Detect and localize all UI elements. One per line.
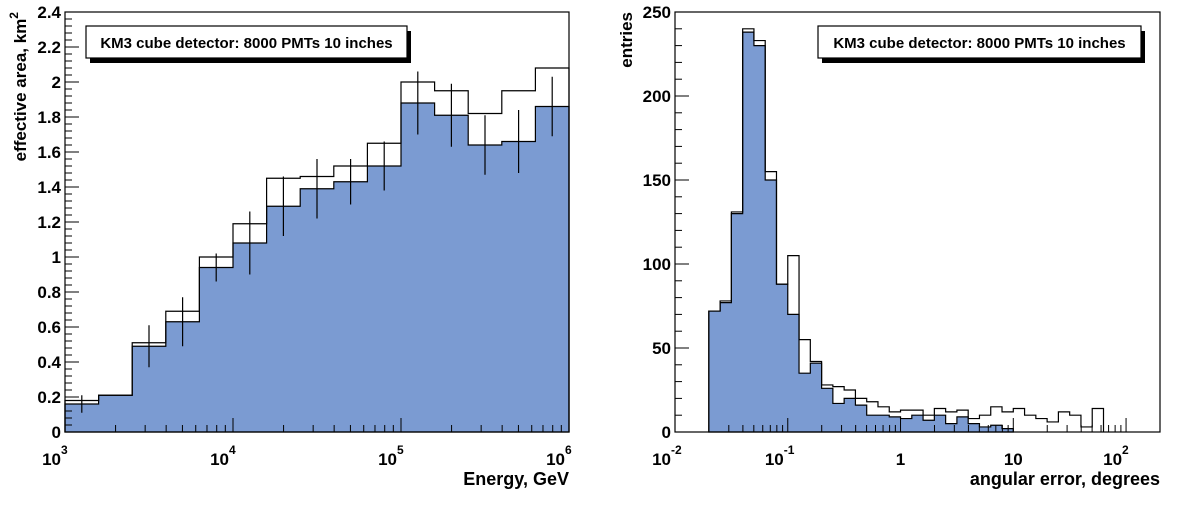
x-axis-title: Energy, GeV bbox=[463, 469, 569, 489]
y-tick-label: 200 bbox=[643, 87, 671, 106]
y-tick-label: 1 bbox=[52, 248, 61, 267]
y-tick-label: 1.6 bbox=[37, 143, 61, 162]
x-tick-exponent: 3 bbox=[61, 443, 68, 457]
legend-text: KM3 cube detector: 8000 PMTs 10 inches bbox=[833, 35, 1125, 52]
x-tick-label: 10 5 bbox=[378, 443, 404, 469]
plot-frame bbox=[674, 11, 1161, 433]
x-tick-base: 1 bbox=[896, 450, 905, 469]
x-tick-label: 10 bbox=[1004, 450, 1023, 469]
y-axis-title: entries bbox=[617, 12, 636, 68]
x-tick-base: 10 bbox=[652, 450, 671, 469]
y-axis-title: effective area, km2 bbox=[7, 12, 30, 162]
x-tick-label: 10 -2 bbox=[652, 443, 682, 469]
y-tick-label: 50 bbox=[652, 339, 671, 358]
x-tick-base: 10 bbox=[378, 450, 397, 469]
y-tick-label: 0.2 bbox=[37, 388, 61, 407]
legend-box: KM3 cube detector: 8000 PMTs 10 inches bbox=[817, 25, 1145, 63]
y-tick-label: 2 bbox=[52, 73, 61, 92]
x-axis-title: angular error, degrees bbox=[970, 469, 1160, 489]
y-tick-label: 1.8 bbox=[37, 108, 61, 127]
x-tick-base: 10 bbox=[210, 450, 229, 469]
x-tick-exponent: 6 bbox=[565, 443, 572, 457]
histogram-filled-series bbox=[708, 31, 1014, 433]
y-tick-label: 0 bbox=[52, 423, 61, 442]
left-chart-panel: 00.20.40.60.811.21.41.61.822.22.410 3 10 4 1… bbox=[7, 3, 572, 489]
y-tick-label: 0.4 bbox=[37, 353, 61, 372]
y-tick-label: 1.2 bbox=[37, 213, 61, 232]
x-tick-exponent: 5 bbox=[397, 443, 404, 457]
y-axis-title-superscript: 2 bbox=[7, 12, 21, 19]
y-tick-label: 0 bbox=[662, 423, 671, 442]
y-tick-label: 100 bbox=[643, 255, 671, 274]
legend-text: KM3 cube detector: 8000 PMTs 10 inches bbox=[100, 35, 392, 52]
y-tick-label: 150 bbox=[643, 171, 671, 190]
y-axis-title-text: entries bbox=[617, 12, 636, 68]
x-tick-label: 10 4 bbox=[210, 443, 236, 469]
x-tick-base: 10 bbox=[1103, 450, 1122, 469]
y-tick-label: 0.8 bbox=[37, 283, 61, 302]
histogram-outline-series bbox=[708, 28, 1105, 432]
y-axis-title-text: effective area, km bbox=[11, 19, 30, 162]
y-tick-label: 250 bbox=[643, 3, 671, 22]
x-tick-label: 1 bbox=[896, 450, 905, 469]
y-tick-label: 2.2 bbox=[37, 38, 61, 57]
x-tick-base: 10 bbox=[546, 450, 565, 469]
x-tick-base: 10 bbox=[765, 450, 784, 469]
x-tick-base: 10 bbox=[42, 450, 61, 469]
legend-frame bbox=[817, 25, 1142, 59]
x-tick-exponent: -1 bbox=[784, 443, 795, 457]
y-tick-label: 1.4 bbox=[37, 178, 61, 197]
legend-frame bbox=[85, 25, 408, 59]
x-tick-label: 10 6 bbox=[546, 443, 572, 469]
x-tick-exponent: 4 bbox=[229, 443, 236, 457]
x-tick-exponent: 2 bbox=[1122, 443, 1129, 457]
histogram-filled-series bbox=[64, 102, 570, 433]
x-tick-base: 10 bbox=[1004, 450, 1023, 469]
y-tick-label: 0.6 bbox=[37, 318, 61, 337]
legend-box: KM3 cube detector: 8000 PMTs 10 inches bbox=[85, 25, 411, 63]
x-tick-label: 10 3 bbox=[42, 443, 68, 469]
x-tick-label: 10 2 bbox=[1103, 443, 1129, 469]
y-tick-label: 2.4 bbox=[37, 3, 61, 22]
x-tick-exponent: -2 bbox=[671, 443, 682, 457]
x-tick-label: 10 -1 bbox=[765, 443, 795, 469]
